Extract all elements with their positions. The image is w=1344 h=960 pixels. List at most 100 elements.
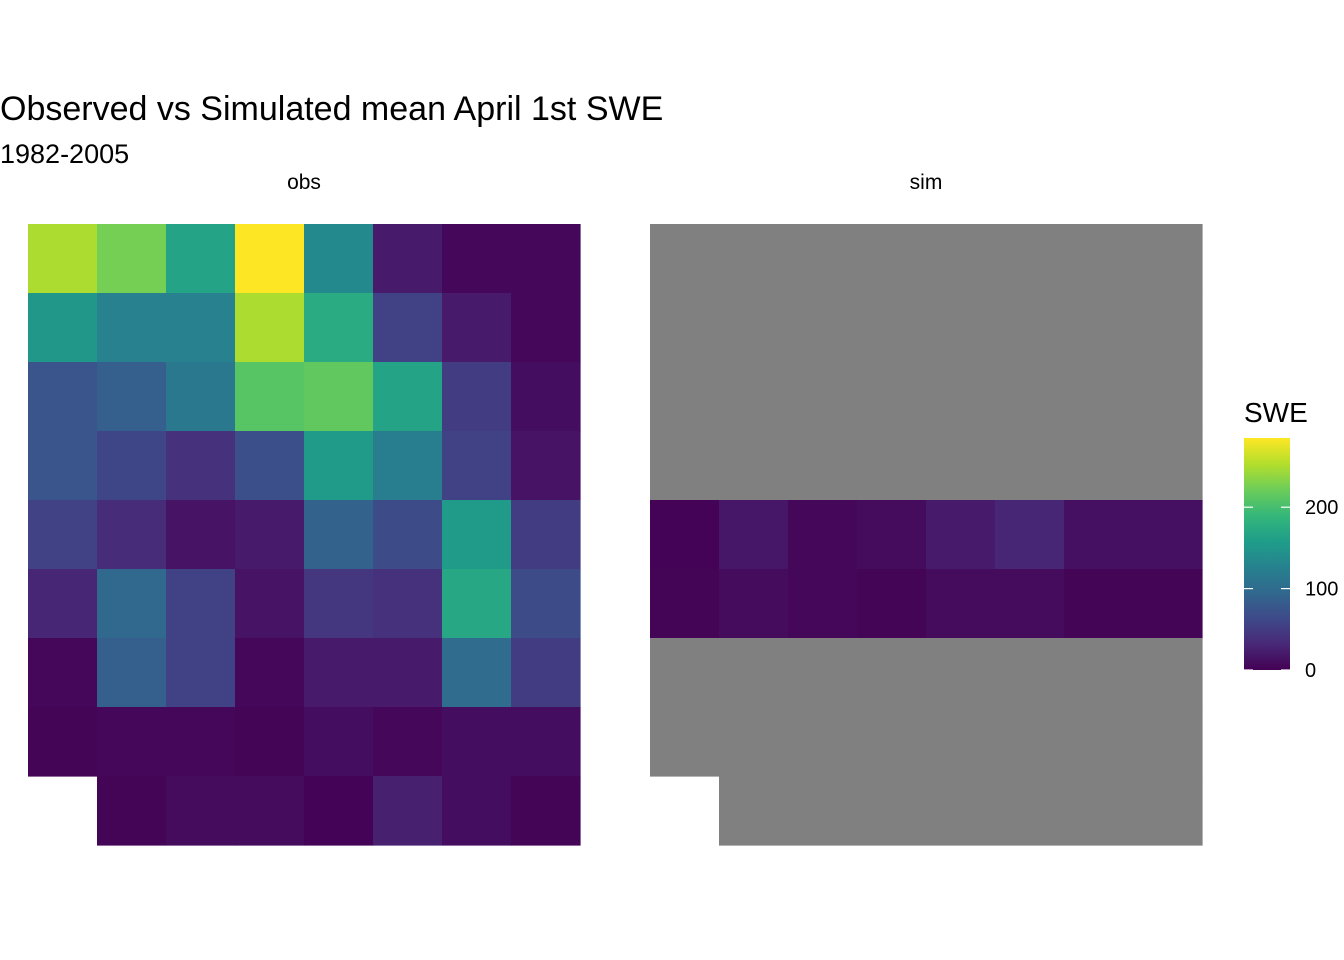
heatmap-cell bbox=[97, 776, 167, 846]
heatmap-cell bbox=[304, 569, 374, 639]
heatmap-cell bbox=[373, 293, 443, 363]
heatmap-cell bbox=[1133, 500, 1203, 570]
heatmap-cell bbox=[373, 776, 443, 846]
heatmap-cell bbox=[97, 569, 167, 639]
heatmap-cell bbox=[926, 224, 996, 294]
heatmap-cell bbox=[28, 362, 98, 432]
heatmap-cell bbox=[166, 431, 236, 501]
heatmap-cell bbox=[97, 500, 167, 570]
heatmap-cell bbox=[857, 707, 927, 777]
heatmap-cell bbox=[511, 224, 581, 294]
heatmap-cell bbox=[1133, 224, 1203, 294]
heatmap-cell bbox=[373, 362, 443, 432]
heatmap-cell bbox=[995, 776, 1065, 846]
heatmap-cell bbox=[28, 500, 98, 570]
legend-tick-label: 0 bbox=[1305, 660, 1316, 682]
facet-obs: obs bbox=[28, 171, 581, 846]
heatmap-cell bbox=[304, 500, 374, 570]
heatmap-cell bbox=[511, 500, 581, 570]
heatmap-cell bbox=[719, 638, 789, 708]
heatmap-cell bbox=[304, 638, 374, 708]
heatmap-cell bbox=[719, 293, 789, 363]
heatmap-cell bbox=[719, 569, 789, 639]
facet-label-obs: obs bbox=[287, 171, 321, 194]
heatmap-cell bbox=[926, 776, 996, 846]
heatmap-cell bbox=[995, 569, 1065, 639]
heatmap-cell bbox=[719, 362, 789, 432]
heatmap-cell bbox=[650, 431, 720, 501]
heatmap-cell bbox=[650, 224, 720, 294]
heatmap-cell bbox=[1133, 293, 1203, 363]
heatmap-cell bbox=[995, 500, 1065, 570]
heatmap-cell bbox=[857, 638, 927, 708]
heatmap-cell bbox=[97, 362, 167, 432]
heatmap-cell bbox=[511, 638, 581, 708]
heatmap-cell bbox=[650, 569, 720, 639]
heatmap-cell bbox=[166, 293, 236, 363]
heatmap-cell bbox=[995, 362, 1065, 432]
heatmap-cell bbox=[719, 500, 789, 570]
heatmap-cell bbox=[788, 776, 858, 846]
heatmap-cell bbox=[1133, 707, 1203, 777]
heatmap-cell bbox=[235, 776, 305, 846]
heatmap-cell bbox=[995, 224, 1065, 294]
heatmap-cell bbox=[166, 776, 236, 846]
heatmap-cell bbox=[719, 431, 789, 501]
heatmap-cell bbox=[235, 431, 305, 501]
heatmap-cell bbox=[1064, 638, 1134, 708]
heatmap-cell bbox=[511, 431, 581, 501]
heatmap-cell bbox=[511, 707, 581, 777]
facet-label-sim: sim bbox=[910, 171, 943, 194]
heatmap-cell bbox=[511, 362, 581, 432]
legend-colorbar bbox=[1244, 438, 1290, 670]
heatmap-cell bbox=[857, 362, 927, 432]
heatmap-cell bbox=[304, 707, 374, 777]
heatmap-cell bbox=[1064, 224, 1134, 294]
heatmap-cell bbox=[1064, 431, 1134, 501]
heatmap-cell bbox=[857, 776, 927, 846]
heatmap-cell bbox=[1064, 707, 1134, 777]
heatmap-cell bbox=[442, 362, 512, 432]
chart-title: Observed vs Simulated mean April 1st SWE bbox=[0, 90, 664, 128]
heatmap-cell bbox=[788, 638, 858, 708]
legend-tick-label: 200 bbox=[1305, 497, 1338, 519]
facet-sim: sim bbox=[650, 171, 1203, 846]
heatmap-cell bbox=[1064, 500, 1134, 570]
heatmap-cell bbox=[788, 500, 858, 570]
heatmap-cell bbox=[442, 638, 512, 708]
heatmap-cell bbox=[28, 293, 98, 363]
heatmap-cell bbox=[28, 707, 98, 777]
heatmap-cell bbox=[995, 431, 1065, 501]
heatmap-cell bbox=[235, 500, 305, 570]
heatmap-cell bbox=[650, 707, 720, 777]
heatmap-cell bbox=[719, 707, 789, 777]
heatmap-cell bbox=[442, 431, 512, 501]
heatmap-cell bbox=[166, 362, 236, 432]
heatmap-cell bbox=[166, 707, 236, 777]
heatmap-cell bbox=[788, 362, 858, 432]
heatmap-cell bbox=[511, 293, 581, 363]
heatmap-cell bbox=[511, 569, 581, 639]
heatmap-cell bbox=[97, 638, 167, 708]
heatmap-cell bbox=[719, 776, 789, 846]
heatmap-cell bbox=[1064, 362, 1134, 432]
heatmap-cell bbox=[442, 224, 512, 294]
heatmap-cell bbox=[442, 293, 512, 363]
heatmap-cell bbox=[995, 293, 1065, 363]
facet-panels: obs sim bbox=[28, 171, 1203, 846]
heatmap-cell bbox=[926, 500, 996, 570]
heatmap-cell bbox=[1064, 776, 1134, 846]
heatmap-cell bbox=[442, 776, 512, 846]
heatmap-cell bbox=[788, 707, 858, 777]
heatmap-cell bbox=[650, 362, 720, 432]
heatmap-cell bbox=[235, 293, 305, 363]
heatmap-cell bbox=[442, 569, 512, 639]
heatmap-cell bbox=[1064, 293, 1134, 363]
heatmap-cell bbox=[97, 707, 167, 777]
legend: SWE 0 100 200 bbox=[1244, 397, 1338, 682]
legend-tick-label: 100 bbox=[1305, 579, 1338, 601]
heatmap-cell bbox=[235, 569, 305, 639]
heatmap-cell bbox=[857, 500, 927, 570]
heatmap-cell bbox=[1064, 569, 1134, 639]
